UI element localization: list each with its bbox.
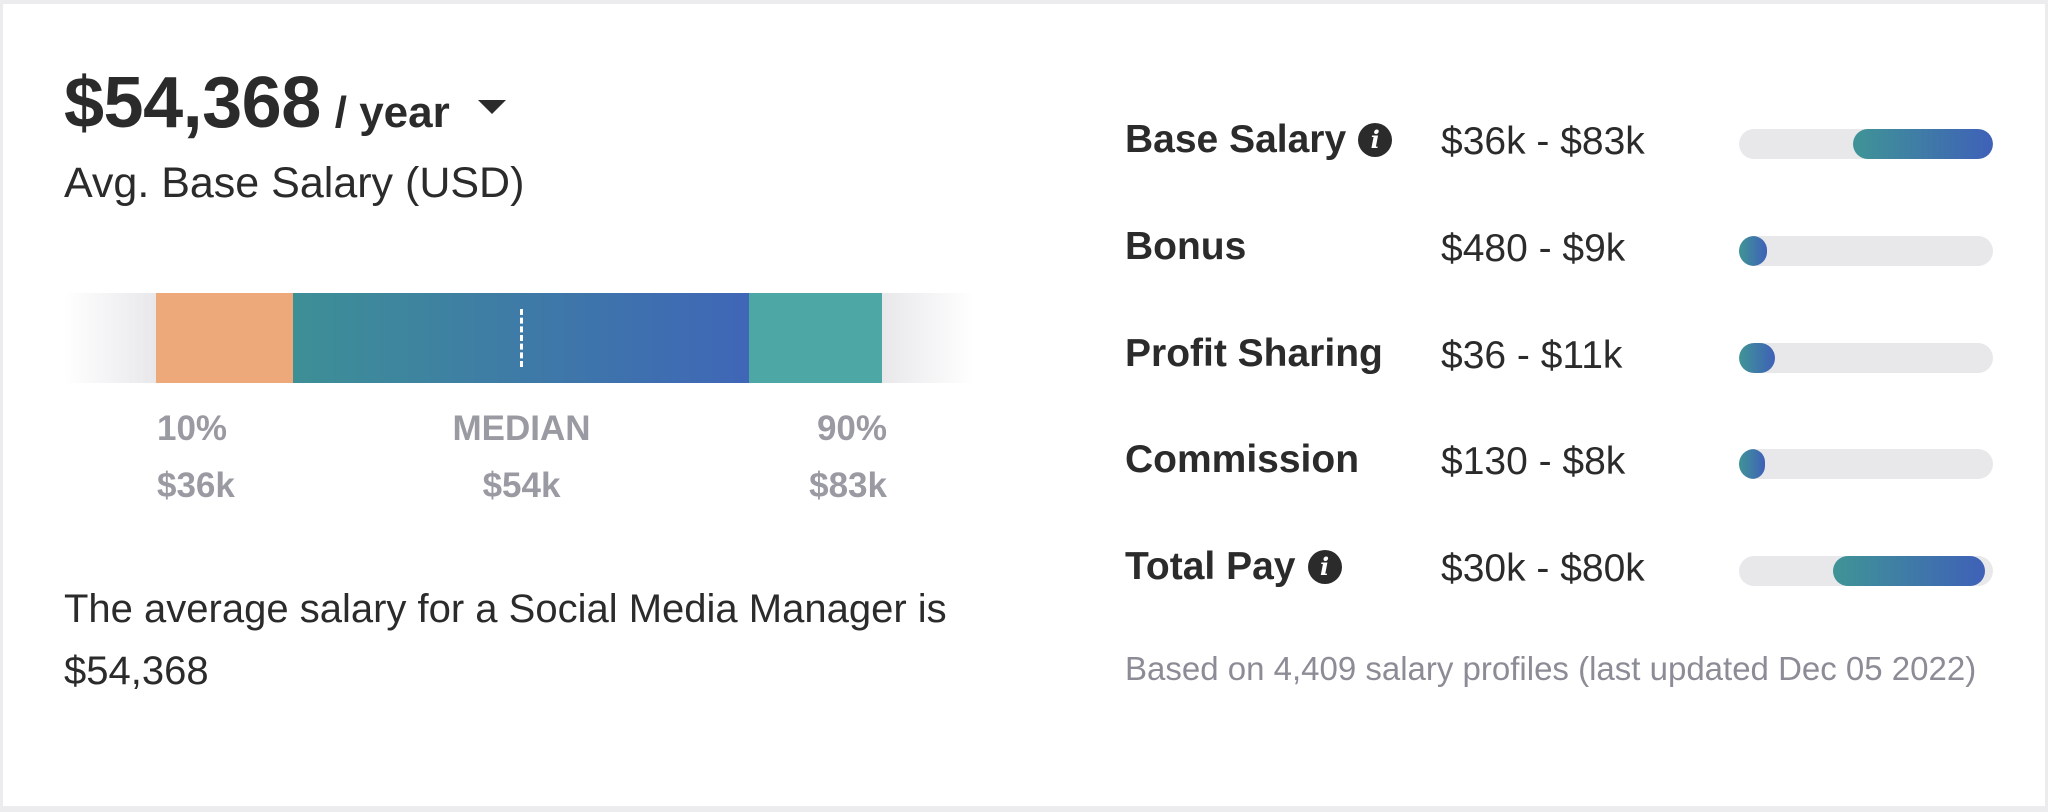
info-icon[interactable]: i — [1358, 123, 1393, 157]
pay-row-commission: Commission $130 - $8k — [1125, 432, 1995, 492]
median-label: MEDIAN — [452, 409, 591, 448]
salary-range-bar — [64, 293, 974, 383]
pay-row-range: $130 - $8k — [1441, 440, 1626, 483]
pay-row-track — [1739, 449, 1993, 479]
pay-row-label-wrap: Commission — [1125, 438, 1359, 482]
range-bar-fade-left — [64, 293, 156, 383]
range-bar-fade-right — [882, 293, 974, 383]
pay-row-label-wrap: Base Salary i — [1125, 118, 1393, 162]
info-icon[interactable]: i — [1307, 550, 1342, 584]
pay-row-label: Bonus — [1125, 225, 1247, 268]
salary-card: $54,368 / year Avg. Base Salary (USD) 10… — [3, 4, 2045, 806]
pay-row-range: $36 - $11k — [1441, 334, 1623, 377]
pay-row-label: Total Pay — [1125, 545, 1296, 588]
pay-row-label-wrap: Profit Sharing — [1125, 332, 1383, 376]
median-value: $54k — [482, 466, 561, 505]
pay-row-track — [1739, 343, 1993, 373]
pay-row-profit-sharing: Profit Sharing $36 - $11k — [1125, 326, 1995, 386]
percentile-90-value: $83k — [809, 466, 887, 505]
salary-headline: $54,368 / year — [64, 62, 506, 144]
percentile-10-label: 10% — [157, 409, 228, 448]
pay-row-fill — [1853, 129, 1993, 159]
salary-footnote: Based on 4,409 salary profiles (last upd… — [1125, 650, 1977, 687]
pay-row-label-wrap: Bonus — [1125, 225, 1246, 269]
average-salary-amount: $54,368 — [64, 63, 321, 143]
pay-row-bonus: Bonus $480 - $9k — [1125, 219, 1995, 279]
pay-row-fill — [1739, 449, 1765, 479]
pay-row-fill — [1739, 236, 1767, 266]
pay-row-range: $480 - $9k — [1441, 227, 1626, 270]
pay-row-total-pay: Total Pay i $30k - $80k — [1125, 539, 1995, 599]
pay-row-fill — [1832, 556, 1986, 586]
pay-row-track — [1739, 236, 1993, 266]
caret-down-icon[interactable] — [477, 100, 506, 114]
salary-subtitle: Avg. Base Salary (USD) — [64, 159, 525, 207]
pay-period-selector-label[interactable]: / year — [334, 88, 450, 137]
percentile-10-value: $36k — [157, 466, 235, 505]
median-marker — [520, 309, 523, 367]
pay-row-range: $30k - $80k — [1441, 547, 1645, 590]
pay-row-base-salary: Base Salary i $36k - $83k — [1125, 112, 1995, 172]
pay-row-track — [1739, 556, 1993, 586]
pay-row-label: Profit Sharing — [1125, 332, 1383, 375]
pay-row-track — [1739, 129, 1993, 159]
pay-row-label: Commission — [1125, 438, 1360, 481]
pay-row-label: Base Salary — [1125, 118, 1347, 161]
pay-row-range: $36k - $83k — [1441, 120, 1645, 163]
pay-row-fill — [1739, 343, 1775, 373]
range-bar-high-segment — [749, 293, 886, 383]
salary-summary-text: The average salary for a Social Media Ma… — [64, 587, 947, 693]
range-bar-low-segment — [156, 293, 293, 383]
percentile-90-label: 90% — [816, 409, 887, 448]
pay-row-label-wrap: Total Pay i — [1125, 545, 1342, 589]
